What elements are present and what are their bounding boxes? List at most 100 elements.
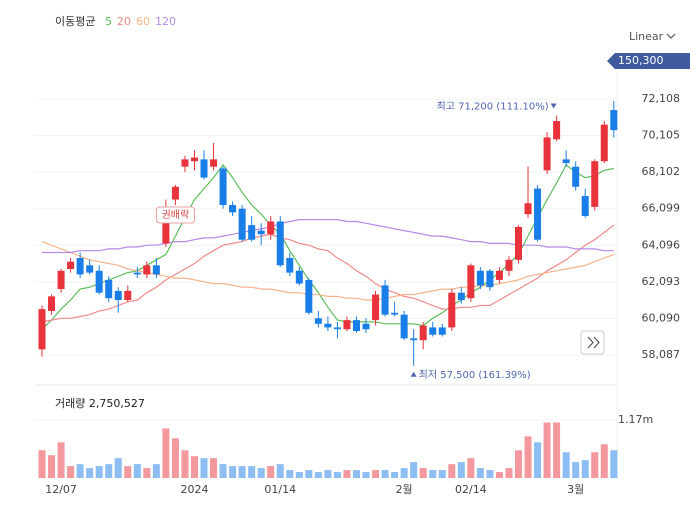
- y-tick-label: 72,108: [642, 92, 681, 105]
- volume-bar: [57, 442, 65, 478]
- price-badge-bg: [607, 53, 690, 69]
- candle-body: [553, 121, 561, 140]
- candle-body: [114, 290, 122, 301]
- candle-body: [457, 292, 465, 301]
- candle-body: [410, 338, 418, 341]
- candle-body: [324, 323, 332, 328]
- candle-body: [219, 168, 227, 206]
- volume-bar: [238, 466, 246, 478]
- volume-bar: [229, 466, 237, 478]
- candle-body: [171, 186, 179, 200]
- candle-body: [152, 265, 160, 275]
- legend-entry: 120: [155, 15, 176, 28]
- y-tick-label: 68,102: [642, 165, 681, 178]
- event-tag-bg: [155, 206, 195, 224]
- candle-body: [133, 272, 141, 275]
- volume-bar: [152, 464, 160, 478]
- volume-title: 거래량 2,750,527: [55, 397, 145, 410]
- candle-body: [438, 327, 446, 335]
- y-tick-label: 62,093: [642, 275, 681, 288]
- volume-bar: [67, 466, 75, 478]
- volume-bar: [352, 470, 360, 478]
- candle-body: [48, 296, 56, 311]
- volume-bar: [171, 438, 179, 478]
- candle-body: [391, 312, 399, 315]
- y-tick-label: 58,087: [642, 348, 681, 361]
- chevron-icon[interactable]: [666, 33, 676, 39]
- candle-body: [248, 225, 256, 240]
- legend-entry: 60: [136, 15, 150, 28]
- y-tick-label: 60,090: [642, 311, 681, 324]
- volume-bar: [410, 462, 418, 478]
- volume-bar: [505, 468, 513, 478]
- legend-entry: 20: [117, 15, 131, 28]
- candle-body: [86, 265, 94, 273]
- volume-bar: [553, 422, 561, 478]
- candle-body: [314, 318, 322, 324]
- volume-bar: [600, 444, 608, 478]
- scroll-icon[interactable]: [587, 336, 600, 349]
- volume-bar: [210, 458, 218, 478]
- volume-bar: [591, 452, 599, 478]
- legend-title: 이동평균: [55, 15, 95, 28]
- volume-bar: [343, 470, 351, 478]
- volume-bar: [219, 464, 227, 478]
- volume-bar: [534, 442, 542, 478]
- volume-tick-label: 1.17m: [618, 413, 653, 426]
- volume-bar: [476, 468, 484, 478]
- candle-body: [591, 161, 599, 207]
- volume-bar: [562, 452, 570, 478]
- candle-body: [333, 327, 341, 330]
- candle-body: [515, 226, 522, 260]
- volume-bar: [38, 450, 46, 478]
- scale-toggle[interactable]: Linear: [629, 30, 676, 43]
- candle-body: [238, 208, 246, 240]
- event-tag: 권배락: [162, 209, 190, 221]
- volume-bar: [200, 458, 208, 478]
- volume-bar: [419, 468, 427, 478]
- candle-body: [257, 230, 265, 235]
- candle-body: [419, 325, 427, 341]
- candle-body: [190, 157, 198, 162]
- volume-bar: [257, 468, 265, 478]
- x-tick-label: 12/07: [45, 483, 77, 496]
- x-tick-label: 3월: [567, 483, 584, 496]
- volume-bar: [133, 464, 141, 478]
- candle-body: [295, 270, 303, 284]
- candle-body: [476, 270, 484, 286]
- low-marker: [410, 371, 417, 377]
- volume-bar: [581, 460, 589, 478]
- y-tick-label: 70,105: [642, 129, 681, 142]
- volume-bar: [124, 466, 132, 478]
- volume-bar: [572, 462, 580, 478]
- volume-bar: [314, 472, 322, 478]
- volume-bar: [95, 466, 103, 478]
- moving-average-line: [41, 224, 615, 323]
- candle-body: [581, 195, 589, 216]
- candle-body: [543, 137, 551, 171]
- price-badge: 150,300: [618, 54, 664, 67]
- legend-entry: 5: [105, 15, 112, 28]
- volume-bar: [324, 470, 332, 478]
- scale-label[interactable]: Linear: [629, 30, 664, 43]
- high-marker: [550, 103, 557, 109]
- volume-bar: [190, 456, 198, 478]
- candle-body: [286, 258, 294, 273]
- volume-bar: [391, 472, 399, 478]
- volume-bar: [524, 436, 532, 478]
- volume-bar: [438, 470, 446, 478]
- volume-bar: [429, 470, 437, 478]
- x-tick-label: 02/14: [455, 483, 487, 496]
- volume-bar: [114, 458, 122, 478]
- candle-body: [343, 320, 351, 330]
- y-tick-label: 64,096: [642, 238, 681, 251]
- volume-bar: [457, 462, 465, 478]
- volume-bar: [295, 472, 303, 478]
- volume-bar: [400, 468, 408, 478]
- candle-body: [372, 294, 380, 321]
- scroll-button[interactable]: [580, 330, 605, 355]
- candle-body: [305, 279, 313, 313]
- candle-body: [429, 327, 437, 335]
- candle-body: [229, 205, 237, 213]
